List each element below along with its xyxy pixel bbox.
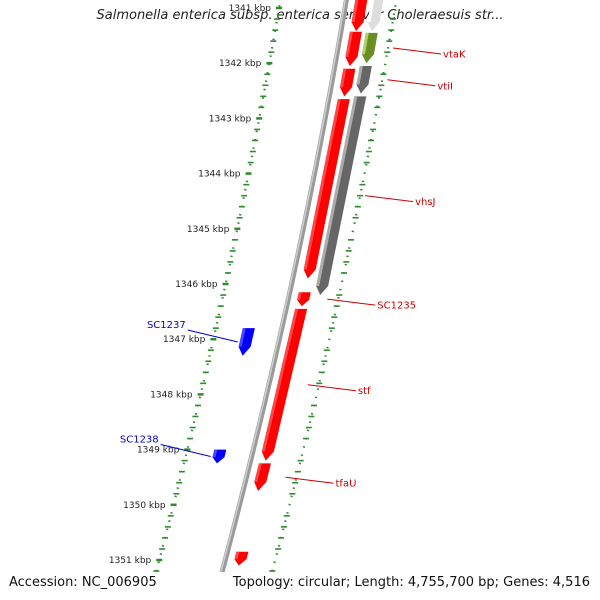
gene-arrow-body [158, 577, 178, 600]
gene-feature [174, 582, 193, 600]
gene-leader-line [365, 195, 414, 203]
tick-label: 1344 kbp [198, 170, 241, 180]
gene-arrow-body [261, 308, 308, 461]
gene-vhsj [316, 96, 367, 296]
gene-label: SC1237 [147, 320, 186, 331]
left-tick-guide [154, 0, 282, 572]
gene-label: SC1235 [377, 301, 416, 312]
gene-label: tfaU [336, 479, 357, 490]
gene-arrow-shade [356, 65, 363, 85]
gene-arrow-body [303, 99, 350, 279]
tick-label: 1351 kbp [109, 556, 152, 566]
tick-label: 1341 kbp [229, 4, 272, 14]
gene-tfau [254, 463, 271, 491]
gene-arrow-shade [297, 292, 302, 300]
gene-feature [303, 99, 350, 279]
gene-arrow-shade [238, 328, 246, 347]
gene-arrow-shade [261, 308, 299, 452]
gene-label: vhsJ [415, 197, 435, 208]
backbone-highlight [220, 0, 346, 572]
gene-arrow-shade [174, 582, 184, 600]
gene-sc1238 [212, 449, 227, 464]
gene-label: vtaK [443, 50, 466, 61]
tick-label: 1345 kbp [187, 225, 230, 235]
gene-feature [351, 0, 368, 32]
tick-label: 1350 kbp [123, 501, 166, 511]
gene-label: SC1238 [120, 435, 159, 446]
gene-leader-line [327, 298, 376, 306]
right-tick-guide [270, 0, 398, 572]
accession-text: Accession: NC_006905 [9, 575, 157, 590]
map-title: Salmonella enterica subsp. enterica sero… [96, 8, 504, 23]
gene-label: stf [358, 386, 371, 397]
tick-label: 1346 kbp [175, 280, 218, 290]
gene-vtii [356, 65, 372, 94]
gene-feature [158, 577, 178, 600]
gene-leader-line [307, 384, 356, 392]
backbone-line [219, 0, 349, 572]
tick-label: 1342 kbp [219, 59, 262, 69]
gene-arrow-body [174, 582, 193, 600]
gene-leader-line [387, 79, 436, 87]
genome-summary-text: Topology: circular; Length: 4,755,700 bp… [232, 575, 590, 590]
gene-label: vtiI [437, 81, 453, 92]
gene-arrow-shade [316, 96, 358, 287]
gene-arrow-shade [303, 99, 341, 270]
gene-sc1237 [238, 328, 255, 356]
gene-arrow-shade [367, 0, 375, 23]
gene-sc1235 [297, 292, 311, 307]
gene-leader-line [392, 47, 442, 55]
gene-arrow-shade [212, 449, 218, 458]
gene-feature [234, 551, 249, 566]
gene-arrow-body [316, 96, 367, 296]
tick-label: 1347 kbp [163, 335, 206, 345]
gene-feature [339, 68, 356, 97]
gene-arrow-shade [234, 551, 240, 560]
gene-arrow-shade [345, 31, 353, 57]
gene-vtak [361, 32, 378, 64]
tick-label: 1349 kbp [137, 446, 180, 456]
gene-arrow-shade [361, 32, 369, 55]
gene-leader-line [160, 444, 211, 457]
gene-arrow-shade [351, 0, 359, 23]
gene-leader-line [285, 476, 334, 484]
gene-arrow-shade [158, 577, 169, 600]
gene-feature [367, 0, 384, 32]
gene-leader-line [187, 329, 238, 343]
gene-arrow-shade [339, 68, 347, 88]
gene-feature [345, 31, 362, 66]
tick-label: 1343 kbp [209, 114, 252, 124]
tick-label: 1348 kbp [150, 390, 193, 400]
gene-arrow-shade [254, 463, 262, 482]
gene-stf [261, 308, 308, 461]
